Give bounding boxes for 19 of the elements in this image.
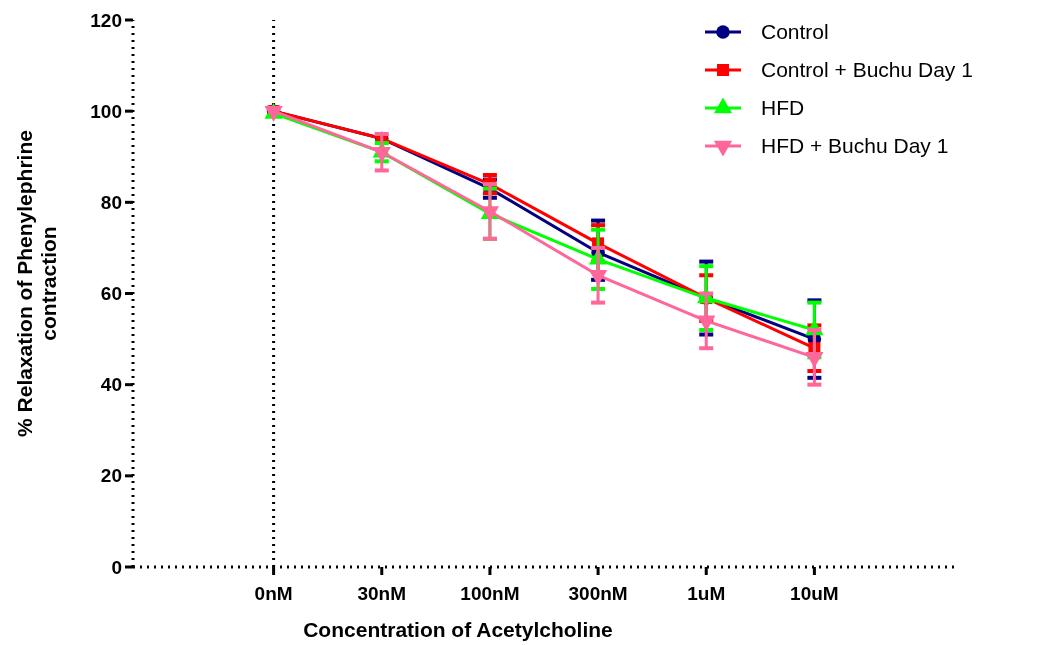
x-tick-label: 10uM (790, 583, 839, 604)
y-tick-label: 80 (100, 191, 122, 213)
x-tick-label: 100nM (460, 583, 520, 604)
legend-label: Control (761, 20, 829, 44)
x-tick-label: 30nM (357, 583, 407, 604)
y-tick-label: 40 (100, 374, 122, 396)
y-tick-label: 20 (100, 465, 122, 487)
legend-label: HFD (761, 96, 805, 120)
legend-label: HFD + Buchu Day 1 (761, 134, 949, 158)
y-tick-label: 0 (111, 556, 122, 578)
x-tick-label: 1uM (687, 583, 726, 604)
legend-label: Control + Buchu Day 1 (761, 58, 973, 82)
x-axis-title: Concentration of Acetylcholine (303, 618, 613, 641)
y-tick-label: 100 (90, 100, 122, 122)
x-tick-label: 0nM (254, 583, 293, 604)
y-tick-label: 60 (100, 283, 122, 305)
x-tick-label: 300nM (568, 583, 628, 604)
y-axis-title: % Relaxation of Phenylephrine contraction (13, 130, 60, 437)
y-tick-label: 120 (90, 9, 122, 31)
